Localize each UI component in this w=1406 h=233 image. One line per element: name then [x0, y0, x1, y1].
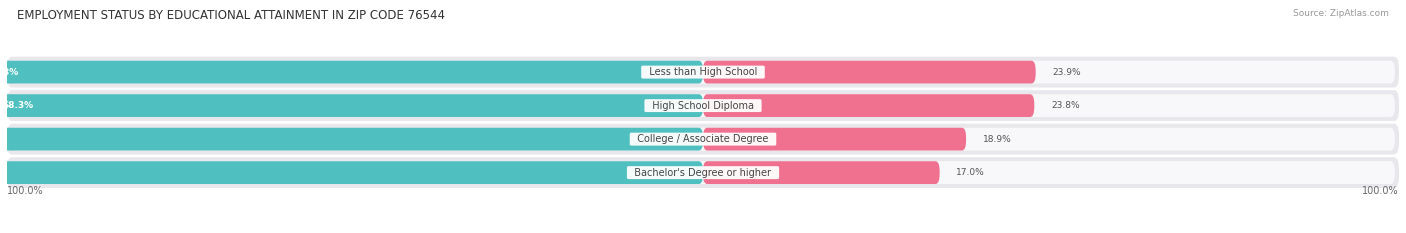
FancyBboxPatch shape: [11, 61, 1395, 83]
FancyBboxPatch shape: [7, 90, 1399, 121]
FancyBboxPatch shape: [0, 128, 703, 151]
FancyBboxPatch shape: [0, 94, 703, 117]
Text: 68.3%: 68.3%: [3, 101, 34, 110]
Text: College / Associate Degree: College / Associate Degree: [631, 134, 775, 144]
FancyBboxPatch shape: [7, 157, 1399, 188]
Text: Less than High School: Less than High School: [643, 67, 763, 77]
FancyBboxPatch shape: [11, 94, 1395, 117]
Text: Bachelor's Degree or higher: Bachelor's Degree or higher: [628, 168, 778, 178]
Text: 69.8%: 69.8%: [0, 68, 20, 77]
Text: 17.0%: 17.0%: [956, 168, 986, 177]
Text: 100.0%: 100.0%: [7, 186, 44, 196]
FancyBboxPatch shape: [7, 124, 1399, 154]
Text: Source: ZipAtlas.com: Source: ZipAtlas.com: [1294, 9, 1389, 18]
Text: 23.8%: 23.8%: [1052, 101, 1080, 110]
FancyBboxPatch shape: [703, 94, 1035, 117]
FancyBboxPatch shape: [11, 128, 1395, 151]
FancyBboxPatch shape: [703, 61, 1036, 83]
FancyBboxPatch shape: [7, 57, 1399, 88]
FancyBboxPatch shape: [703, 161, 939, 184]
FancyBboxPatch shape: [703, 128, 966, 151]
FancyBboxPatch shape: [0, 161, 703, 184]
Text: EMPLOYMENT STATUS BY EDUCATIONAL ATTAINMENT IN ZIP CODE 76544: EMPLOYMENT STATUS BY EDUCATIONAL ATTAINM…: [17, 9, 444, 22]
Text: 18.9%: 18.9%: [983, 135, 1011, 144]
FancyBboxPatch shape: [11, 161, 1395, 184]
Text: 100.0%: 100.0%: [1362, 186, 1399, 196]
Text: High School Diploma: High School Diploma: [645, 101, 761, 111]
Text: 23.9%: 23.9%: [1052, 68, 1081, 77]
FancyBboxPatch shape: [0, 61, 703, 83]
